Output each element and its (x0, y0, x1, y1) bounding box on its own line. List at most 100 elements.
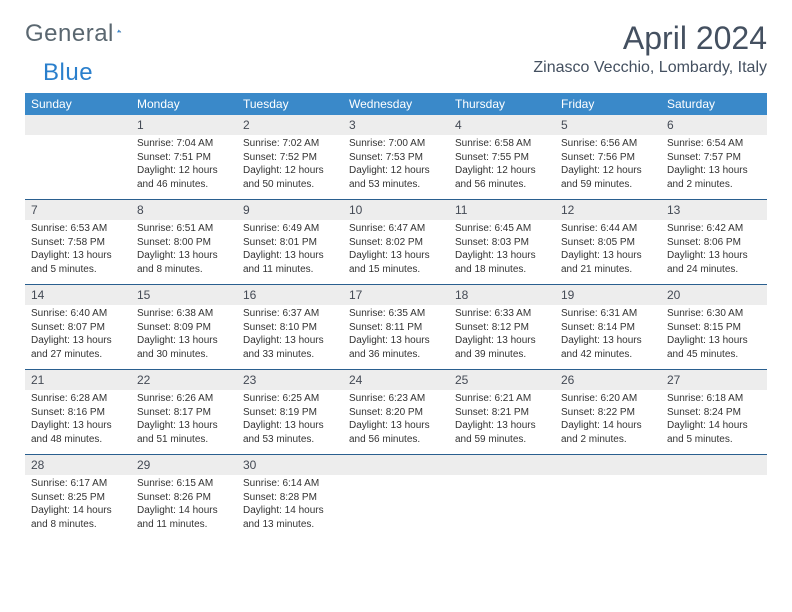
day-header: Tuesday (237, 93, 343, 115)
week-detail-row: Sunrise: 7:04 AMSunset: 7:51 PMDaylight:… (25, 135, 767, 200)
day-daylight2: and 11 minutes. (243, 263, 337, 277)
day-detail-cell: Sunrise: 6:42 AMSunset: 8:06 PMDaylight:… (661, 220, 767, 285)
day-detail-cell: Sunrise: 7:02 AMSunset: 7:52 PMDaylight:… (237, 135, 343, 200)
day-number-cell: 3 (343, 115, 449, 135)
brand-logo: General (25, 20, 145, 48)
day-sunrise: Sunrise: 7:00 AM (349, 137, 443, 151)
day-daylight1: Daylight: 13 hours (31, 249, 125, 263)
day-number-cell: 8 (131, 200, 237, 221)
day-sunrise: Sunrise: 6:28 AM (31, 392, 125, 406)
day-daylight1: Daylight: 14 hours (31, 504, 125, 518)
day-daylight1: Daylight: 13 hours (243, 334, 337, 348)
day-number-cell (25, 115, 131, 135)
day-sunrise: Sunrise: 6:26 AM (137, 392, 231, 406)
day-sunrise: Sunrise: 6:20 AM (561, 392, 655, 406)
day-sunset: Sunset: 8:21 PM (455, 406, 549, 420)
day-daylight1: Daylight: 13 hours (349, 249, 443, 263)
day-daylight2: and 53 minutes. (243, 433, 337, 447)
day-daylight1: Daylight: 12 hours (137, 164, 231, 178)
day-sunset: Sunset: 8:25 PM (31, 491, 125, 505)
day-sunrise: Sunrise: 6:53 AM (31, 222, 125, 236)
day-detail-cell: Sunrise: 6:44 AMSunset: 8:05 PMDaylight:… (555, 220, 661, 285)
day-sunrise: Sunrise: 6:35 AM (349, 307, 443, 321)
day-sunrise: Sunrise: 6:14 AM (243, 477, 337, 491)
day-sunset: Sunset: 8:11 PM (349, 321, 443, 335)
day-number-cell (343, 455, 449, 476)
day-detail-cell (25, 135, 131, 200)
day-detail-cell: Sunrise: 6:56 AMSunset: 7:56 PMDaylight:… (555, 135, 661, 200)
day-daylight1: Daylight: 13 hours (137, 249, 231, 263)
day-detail-cell: Sunrise: 6:53 AMSunset: 7:58 PMDaylight:… (25, 220, 131, 285)
day-sunset: Sunset: 8:20 PM (349, 406, 443, 420)
day-detail-cell: Sunrise: 6:25 AMSunset: 8:19 PMDaylight:… (237, 390, 343, 455)
day-sunset: Sunset: 7:58 PM (31, 236, 125, 250)
day-sunrise: Sunrise: 6:31 AM (561, 307, 655, 321)
day-sunrise: Sunrise: 6:56 AM (561, 137, 655, 151)
day-sunset: Sunset: 8:09 PM (137, 321, 231, 335)
day-sunset: Sunset: 7:52 PM (243, 151, 337, 165)
day-daylight1: Daylight: 13 hours (137, 419, 231, 433)
day-sunset: Sunset: 8:26 PM (137, 491, 231, 505)
day-daylight1: Daylight: 13 hours (455, 419, 549, 433)
day-daylight2: and 36 minutes. (349, 348, 443, 362)
day-daylight2: and 53 minutes. (349, 178, 443, 192)
day-number-cell (661, 455, 767, 476)
day-sunrise: Sunrise: 6:18 AM (667, 392, 761, 406)
day-daylight2: and 15 minutes. (349, 263, 443, 277)
day-sunrise: Sunrise: 6:40 AM (31, 307, 125, 321)
day-detail-cell: Sunrise: 6:40 AMSunset: 8:07 PMDaylight:… (25, 305, 131, 370)
day-daylight2: and 2 minutes. (667, 178, 761, 192)
calendar-page: General April 2024 Zinasco Vecchio, Lomb… (0, 0, 792, 559)
day-daylight1: Daylight: 13 hours (349, 334, 443, 348)
day-sunset: Sunset: 8:17 PM (137, 406, 231, 420)
day-daylight1: Daylight: 14 hours (137, 504, 231, 518)
day-sunset: Sunset: 8:01 PM (243, 236, 337, 250)
day-daylight2: and 56 minutes. (349, 433, 443, 447)
day-header-row: Sunday Monday Tuesday Wednesday Thursday… (25, 93, 767, 115)
day-daylight1: Daylight: 13 hours (137, 334, 231, 348)
day-header: Sunday (25, 93, 131, 115)
day-sunset: Sunset: 7:53 PM (349, 151, 443, 165)
day-header: Wednesday (343, 93, 449, 115)
day-detail-cell: Sunrise: 7:04 AMSunset: 7:51 PMDaylight:… (131, 135, 237, 200)
day-sunset: Sunset: 8:15 PM (667, 321, 761, 335)
day-number-cell: 24 (343, 370, 449, 391)
day-detail-cell: Sunrise: 6:54 AMSunset: 7:57 PMDaylight:… (661, 135, 767, 200)
day-daylight2: and 48 minutes. (31, 433, 125, 447)
day-number-cell: 16 (237, 285, 343, 306)
day-detail-cell: Sunrise: 6:45 AMSunset: 8:03 PMDaylight:… (449, 220, 555, 285)
day-daylight2: and 56 minutes. (455, 178, 549, 192)
day-sunset: Sunset: 8:24 PM (667, 406, 761, 420)
day-detail-cell: Sunrise: 7:00 AMSunset: 7:53 PMDaylight:… (343, 135, 449, 200)
day-daylight1: Daylight: 12 hours (349, 164, 443, 178)
day-detail-cell: Sunrise: 6:37 AMSunset: 8:10 PMDaylight:… (237, 305, 343, 370)
day-daylight2: and 33 minutes. (243, 348, 337, 362)
calendar-table: Sunday Monday Tuesday Wednesday Thursday… (25, 93, 767, 539)
day-detail-cell: Sunrise: 6:49 AMSunset: 8:01 PMDaylight:… (237, 220, 343, 285)
brand-part1: General (25, 20, 114, 48)
day-sunset: Sunset: 8:22 PM (561, 406, 655, 420)
day-detail-cell: Sunrise: 6:30 AMSunset: 8:15 PMDaylight:… (661, 305, 767, 370)
day-number-cell: 27 (661, 370, 767, 391)
day-number-cell: 20 (661, 285, 767, 306)
day-header: Friday (555, 93, 661, 115)
day-number-cell: 14 (25, 285, 131, 306)
sail-icon (117, 21, 122, 41)
day-header: Thursday (449, 93, 555, 115)
day-detail-cell: Sunrise: 6:26 AMSunset: 8:17 PMDaylight:… (131, 390, 237, 455)
day-header: Saturday (661, 93, 767, 115)
day-daylight1: Daylight: 14 hours (243, 504, 337, 518)
day-number-cell: 15 (131, 285, 237, 306)
day-number-cell: 25 (449, 370, 555, 391)
day-sunrise: Sunrise: 6:51 AM (137, 222, 231, 236)
day-daylight1: Daylight: 13 hours (31, 334, 125, 348)
day-daylight2: and 27 minutes. (31, 348, 125, 362)
day-daylight1: Daylight: 13 hours (561, 249, 655, 263)
day-number-cell: 28 (25, 455, 131, 476)
day-detail-cell: Sunrise: 6:51 AMSunset: 8:00 PMDaylight:… (131, 220, 237, 285)
day-sunset: Sunset: 8:12 PM (455, 321, 549, 335)
day-detail-cell: Sunrise: 6:15 AMSunset: 8:26 PMDaylight:… (131, 475, 237, 539)
week-detail-row: Sunrise: 6:17 AMSunset: 8:25 PMDaylight:… (25, 475, 767, 539)
day-daylight2: and 18 minutes. (455, 263, 549, 277)
day-sunset: Sunset: 8:10 PM (243, 321, 337, 335)
